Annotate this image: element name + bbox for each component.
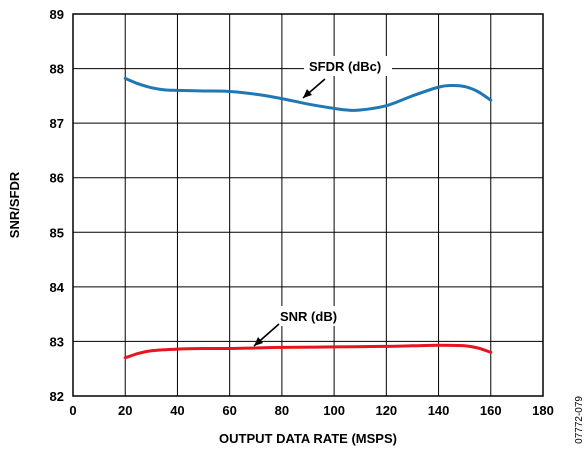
data-point-sfdr-dbc bbox=[124, 77, 127, 80]
y-tick-label: 83 bbox=[50, 334, 64, 349]
x-tick-label: 20 bbox=[118, 403, 132, 418]
snr-arrowhead bbox=[254, 337, 263, 346]
figure-id: 07772-079 bbox=[574, 396, 585, 444]
data-point-snr-db bbox=[332, 345, 336, 349]
data-point-sfdr-dbc bbox=[463, 85, 466, 88]
data-point-snr-db bbox=[437, 344, 440, 347]
data-point-sfdr-dbc bbox=[176, 89, 179, 92]
data-point-snr-db bbox=[463, 344, 466, 347]
data-point-sfdr-dbc bbox=[163, 88, 166, 92]
data-point-sfdr-dbc bbox=[280, 97, 284, 100]
x-tick-label: 180 bbox=[532, 403, 554, 418]
sfdr-annotation: SFDR (dBc) bbox=[302, 56, 392, 99]
data-point-sfdr-dbc bbox=[306, 102, 310, 106]
data-point-sfdr-dbc bbox=[489, 99, 492, 102]
sfdr-arrowhead bbox=[303, 89, 312, 98]
data-point-snr-db bbox=[150, 349, 153, 352]
x-tick-label: 100 bbox=[323, 403, 345, 418]
tick-labels: 0 20 40 60 80 100 120 140 160 180 82 83 84 85 86 87 88 89 bbox=[50, 7, 554, 418]
data-point-sfdr-dbc bbox=[150, 86, 153, 89]
snr-annotation-label: SNR (dB) bbox=[280, 309, 337, 324]
data-point-sfdr-dbc bbox=[385, 104, 388, 107]
data-point-sfdr-dbc bbox=[254, 93, 257, 96]
y-tick-label: 87 bbox=[50, 116, 64, 131]
x-tick-label: 60 bbox=[222, 403, 236, 418]
series-line-snr-db bbox=[123, 343, 493, 360]
y-tick-label: 88 bbox=[50, 62, 64, 77]
data-point-snr-db bbox=[385, 345, 388, 348]
data-point-sfdr-dbc bbox=[450, 84, 453, 87]
data-point-sfdr-dbc bbox=[359, 108, 362, 112]
x-axis-title: OUTPUT DATA RATE (MSPS) bbox=[219, 431, 397, 446]
data-point-sfdr-dbc bbox=[202, 89, 205, 93]
data-point-snr-db bbox=[476, 346, 479, 350]
data-point-snr-db bbox=[489, 351, 492, 354]
y-tick-label: 82 bbox=[50, 389, 64, 404]
data-point-sfdr-dbc bbox=[137, 82, 140, 86]
data-point-snr-db bbox=[124, 356, 127, 359]
y-tick-label: 89 bbox=[50, 7, 64, 22]
sfdr-annotation-label: SFDR (dBc) bbox=[309, 59, 381, 74]
data-point-sfdr-dbc bbox=[476, 90, 479, 93]
data-point-snr-db bbox=[411, 344, 414, 347]
data-point-snr-db bbox=[176, 347, 179, 351]
data-point-sfdr-dbc bbox=[411, 94, 414, 98]
x-tick-label: 80 bbox=[275, 403, 289, 418]
x-tick-label: 40 bbox=[170, 403, 184, 418]
data-point-snr-db bbox=[202, 347, 205, 350]
y-axis-title: SNR/SFDR bbox=[7, 171, 22, 238]
x-tick-label: 120 bbox=[375, 403, 397, 418]
data-point-sfdr-dbc bbox=[228, 90, 231, 93]
x-tick-label: 140 bbox=[428, 403, 450, 418]
series-group bbox=[123, 76, 493, 360]
data-point-snr-db bbox=[254, 346, 257, 350]
x-tick-label: 160 bbox=[480, 403, 502, 418]
data-point-snr-db bbox=[228, 347, 231, 350]
data-point-sfdr-dbc bbox=[345, 108, 349, 112]
x-tick-label: 0 bbox=[69, 403, 76, 418]
data-point-snr-db bbox=[137, 352, 140, 355]
plot-area bbox=[72, 13, 544, 397]
data-point-snr-db bbox=[280, 346, 284, 349]
y-tick-label: 84 bbox=[50, 280, 65, 295]
y-tick-label: 86 bbox=[50, 171, 64, 186]
data-point-sfdr-dbc bbox=[437, 85, 440, 89]
y-tick-label: 85 bbox=[50, 225, 64, 240]
snr-annotation: SNR (dB) bbox=[253, 306, 351, 347]
data-point-sfdr-dbc bbox=[332, 107, 336, 110]
